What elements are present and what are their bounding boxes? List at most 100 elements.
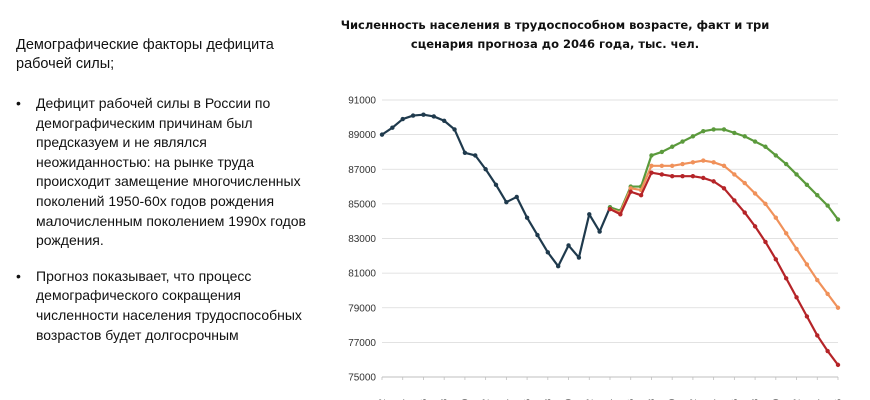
data-point: [504, 199, 509, 205]
data-point: [452, 127, 457, 132]
data-point: [462, 150, 468, 156]
data-point: [742, 134, 747, 139]
line-chart: 75000 77000 79000 81000 83000 85000 87000 89000…: [348, 96, 843, 400]
chart-container: 75000 77000 79000 81000 83000 85000 87000 89000…: [330, 0, 870, 400]
data-point: [794, 295, 799, 300]
y-tick-label: 83000: [348, 234, 376, 245]
data-point: [669, 144, 675, 149]
data-point: [804, 182, 810, 188]
bullet-item: • Прогноз показывает, что процесс демогр…: [16, 267, 316, 345]
data-point: [659, 163, 665, 168]
data-point: [825, 291, 830, 297]
data-point: [649, 170, 654, 175]
data-point: [669, 163, 675, 168]
data-point: [680, 139, 685, 144]
data-point: [680, 161, 685, 167]
data-point: [804, 314, 810, 319]
data-point: [721, 186, 727, 191]
series-line-2: [609, 128, 839, 221]
data-point: [493, 182, 499, 188]
data-point: [732, 172, 737, 177]
data-point: [763, 201, 768, 207]
data-point: [680, 173, 685, 179]
data-point: [690, 173, 696, 179]
y-tick-label: 91000: [348, 96, 376, 107]
y-tick-label: 77000: [348, 338, 376, 349]
data-point: [815, 277, 820, 283]
data-point: [773, 215, 779, 220]
data-point: [794, 246, 799, 252]
data-point: [607, 206, 613, 212]
y-tick-label: 79000: [348, 303, 376, 314]
data-point: [659, 149, 665, 155]
data-point: [804, 262, 810, 267]
data-point: [835, 217, 841, 222]
data-point: [783, 276, 789, 281]
bullet-text: Прогноз показывает, что процесс демограф…: [36, 267, 302, 343]
data-point: [587, 212, 592, 217]
data-point: [566, 243, 571, 248]
data-point: [535, 232, 540, 238]
data-point: [431, 114, 437, 119]
data-point: [732, 198, 737, 203]
data-point: [669, 173, 675, 179]
data-point: [701, 128, 706, 134]
bullet-marker: •: [16, 267, 21, 284]
data-point: [400, 116, 405, 122]
bullet-marker: •: [16, 95, 21, 111]
data-point: [690, 134, 696, 139]
y-tick-label: 75000: [348, 373, 376, 384]
data-point: [701, 175, 706, 181]
data-point: [483, 167, 488, 172]
data-point: [794, 172, 799, 177]
data-point: [732, 130, 737, 136]
data-point: [638, 193, 644, 198]
data-point: [649, 153, 654, 158]
data-point: [421, 112, 426, 117]
data-point: [783, 231, 789, 236]
data-point: [721, 163, 727, 168]
data-point: [473, 153, 478, 158]
data-point: [576, 255, 582, 260]
data-point: [721, 127, 727, 132]
data-point: [514, 194, 519, 200]
data-point: [825, 348, 830, 354]
data-point: [763, 144, 768, 149]
series-line-1: [381, 113, 612, 268]
section-heading: Демографические факторы дефицита рабочей…: [16, 37, 274, 72]
data-point: [742, 180, 747, 186]
y-tick-label: 85000: [348, 199, 376, 210]
data-point: [628, 189, 633, 194]
data-point: [711, 127, 716, 132]
series-line-4: [609, 171, 839, 366]
data-point: [597, 229, 602, 234]
data-point: [701, 158, 706, 163]
data-point: [410, 113, 416, 118]
data-point: [711, 160, 716, 165]
data-point: [835, 362, 841, 368]
y-tick-label: 89000: [348, 130, 376, 141]
data-point: [649, 163, 654, 168]
text-panel: Демографические факторы дефицита рабочей…: [16, 36, 316, 361]
data-point: [752, 139, 758, 144]
data-point: [773, 153, 779, 158]
data-point: [545, 250, 551, 255]
data-point: [825, 203, 830, 208]
bullet-list: • Дефицит рабочей силы в России по демог…: [16, 94, 316, 345]
data-point: [763, 239, 768, 245]
y-tick-label: 87000: [348, 165, 376, 176]
chart-title: Численность населения в трудоспособном в…: [340, 18, 770, 51]
data-point: [618, 212, 623, 217]
data-point: [379, 132, 385, 137]
y-tick-label: 81000: [348, 269, 376, 280]
data-point: [815, 333, 820, 338]
bullet-item: • Дефицит рабочей силы в России по демог…: [16, 94, 316, 251]
bullet-text: Дефицит рабочей силы в России по демогра…: [36, 95, 306, 249]
data-point: [815, 193, 820, 198]
data-point: [752, 224, 758, 229]
data-point: [783, 161, 789, 167]
data-point: [690, 160, 696, 165]
data-point: [752, 191, 758, 196]
data-point: [742, 210, 747, 215]
data-point: [711, 179, 716, 184]
